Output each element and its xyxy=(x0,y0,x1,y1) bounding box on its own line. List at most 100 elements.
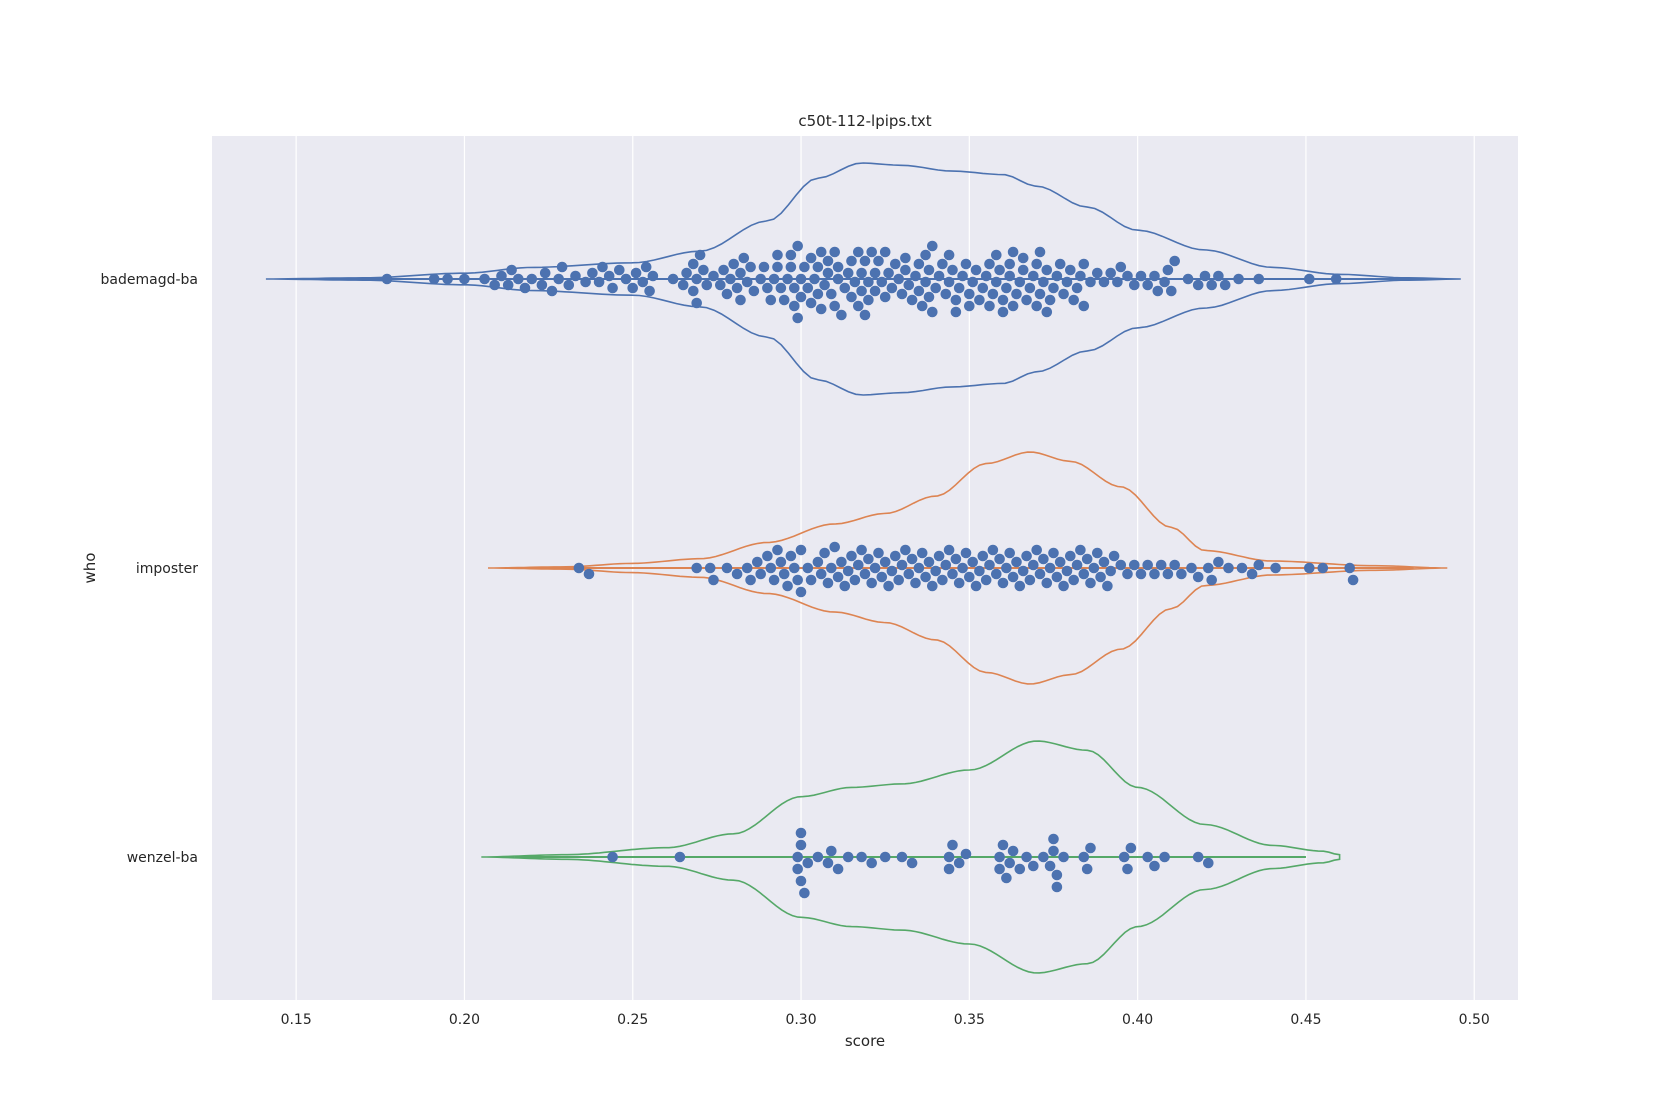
swarm-point xyxy=(785,249,797,261)
swarm-point xyxy=(1169,559,1180,571)
swarm-point xyxy=(752,556,763,568)
swarm-point xyxy=(900,252,911,264)
swarm-point xyxy=(997,577,1009,589)
swarm-point xyxy=(980,574,992,586)
swarm-point xyxy=(980,270,992,282)
swarm-point xyxy=(910,270,921,282)
swarm-point xyxy=(886,282,898,294)
swarm-point xyxy=(778,568,790,580)
swarm-point xyxy=(953,857,965,869)
swarm-point xyxy=(1206,574,1217,586)
swarm-point xyxy=(792,240,803,252)
swarm-point xyxy=(1162,264,1174,276)
swarm-point xyxy=(1041,306,1053,318)
swarm-point xyxy=(1085,276,1096,288)
swarm-point xyxy=(930,282,941,294)
swarm-point xyxy=(1054,556,1066,568)
swarm-point xyxy=(815,246,827,258)
swarm-point xyxy=(1081,863,1093,875)
swarm-point xyxy=(984,559,995,571)
swarm-point xyxy=(691,562,702,574)
swarm-point xyxy=(1270,562,1281,574)
swarm-point xyxy=(1176,568,1187,580)
swarm-point xyxy=(789,562,800,574)
swarm-points xyxy=(381,240,1359,899)
swarm-point xyxy=(526,273,538,285)
swarm-point xyxy=(647,270,659,282)
swarm-point xyxy=(805,574,817,586)
swarm-point xyxy=(916,547,928,559)
swarm-point xyxy=(1122,270,1133,282)
swarm-point xyxy=(937,574,948,586)
swarm-point xyxy=(812,851,824,863)
swarm-point xyxy=(1058,851,1069,863)
swarm-point xyxy=(1054,258,1066,270)
swarm-point xyxy=(967,556,978,568)
swarm-point xyxy=(1213,556,1224,568)
swarm-point xyxy=(637,276,649,288)
swarm-point xyxy=(869,285,881,297)
swarm-point xyxy=(1125,842,1137,854)
swarm-point xyxy=(1149,860,1160,872)
swarm-point xyxy=(1108,550,1120,562)
swarm-point xyxy=(1152,285,1164,297)
x-tick-labels: 0.15 0.20 0.25 0.30 0.35 0.40 0.45 0.50 xyxy=(281,1012,1490,1028)
swarm-point xyxy=(1112,276,1123,288)
swarm-point xyxy=(920,249,931,261)
swarm-point xyxy=(866,857,877,869)
swarm-point xyxy=(853,559,864,571)
swarm-point xyxy=(1115,261,1127,273)
swarm-point xyxy=(839,282,851,294)
swarm-point xyxy=(913,562,925,574)
swarm-point xyxy=(900,264,911,276)
swarm-point xyxy=(795,827,807,839)
swarm-point xyxy=(950,553,962,565)
swarm-point xyxy=(1317,562,1329,574)
swarm-point xyxy=(974,565,985,577)
swarm-point xyxy=(1203,857,1214,869)
swarm-point xyxy=(792,863,803,875)
swarm-point xyxy=(1051,881,1063,893)
swarm-point xyxy=(1347,574,1359,586)
swarm-point xyxy=(927,240,938,252)
swarm-point xyxy=(1105,565,1116,577)
swarm-point xyxy=(1304,562,1315,574)
swarm-point xyxy=(704,562,716,574)
swarm-point xyxy=(849,276,861,288)
swarm-point xyxy=(822,267,834,279)
swarm-point xyxy=(930,565,941,577)
swarm-point xyxy=(614,264,625,276)
swarm-point xyxy=(1061,565,1073,577)
swarm-point xyxy=(1017,252,1029,264)
swarm-point xyxy=(607,851,618,863)
swarm-point xyxy=(812,556,824,568)
swarm-point xyxy=(768,574,780,586)
swarm-point xyxy=(1004,857,1015,869)
swarm-point xyxy=(1142,559,1153,571)
swarm-point xyxy=(997,294,1009,306)
swarm-point xyxy=(728,258,739,270)
y-tick-label: imposter xyxy=(136,561,198,577)
swarm-point xyxy=(381,273,393,285)
swarm-point xyxy=(822,857,834,869)
swarm-point xyxy=(1192,279,1204,291)
swarm-point xyxy=(839,580,851,592)
swarm-point xyxy=(950,306,962,318)
swarm-point xyxy=(896,851,908,863)
swarm-point xyxy=(927,580,938,592)
swarm-point xyxy=(829,246,840,258)
y-tick-labels: bademagd-ba imposter wenzel-ba xyxy=(101,272,199,866)
swarm-point xyxy=(667,273,679,285)
swarm-point xyxy=(748,285,760,297)
swarm-point xyxy=(795,586,807,598)
swarm-point xyxy=(442,273,453,285)
swarm-point xyxy=(826,288,837,300)
swarm-point xyxy=(906,857,918,869)
swarm-point xyxy=(853,300,864,312)
swarm-point xyxy=(765,562,777,574)
swarm-point xyxy=(731,282,743,294)
swarm-point xyxy=(539,267,551,279)
swarm-point xyxy=(1162,568,1174,580)
swarm-point xyxy=(1085,577,1096,589)
swarm-point xyxy=(984,300,995,312)
